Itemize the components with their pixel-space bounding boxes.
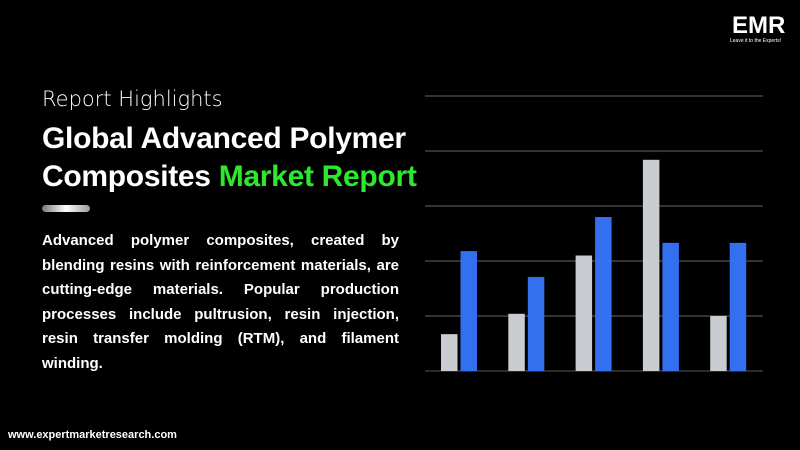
bar-1-1 [441,334,458,371]
bar-2-5 [729,242,747,371]
bar-2-4 [662,242,679,371]
title-accent: Market Report [218,160,417,193]
description: Advanced polymer composites, created by … [42,232,399,372]
bar-2-1 [460,251,477,371]
bar-2-2 [527,276,545,371]
website-link[interactable]: www.expertmarketresearch.com [8,429,177,441]
title-main: Global Advanced Polymer Composites [42,122,406,193]
bar-1-3 [575,255,593,371]
bar-1-4 [642,159,660,371]
report-highlights-label: Report Highlights [42,87,223,111]
logo-text: EMR [732,12,786,39]
bar-2-3 [595,217,612,371]
emr-logo: EMR Leave it to the Experts! [722,8,794,48]
bar-1-2 [508,313,525,371]
logo-tagline: Leave it to the Experts! [730,38,782,44]
decorative-divider [42,205,90,212]
bar-1-5 [710,316,727,371]
page-title: Global Advanced Polymer Composites Marke… [42,120,422,196]
